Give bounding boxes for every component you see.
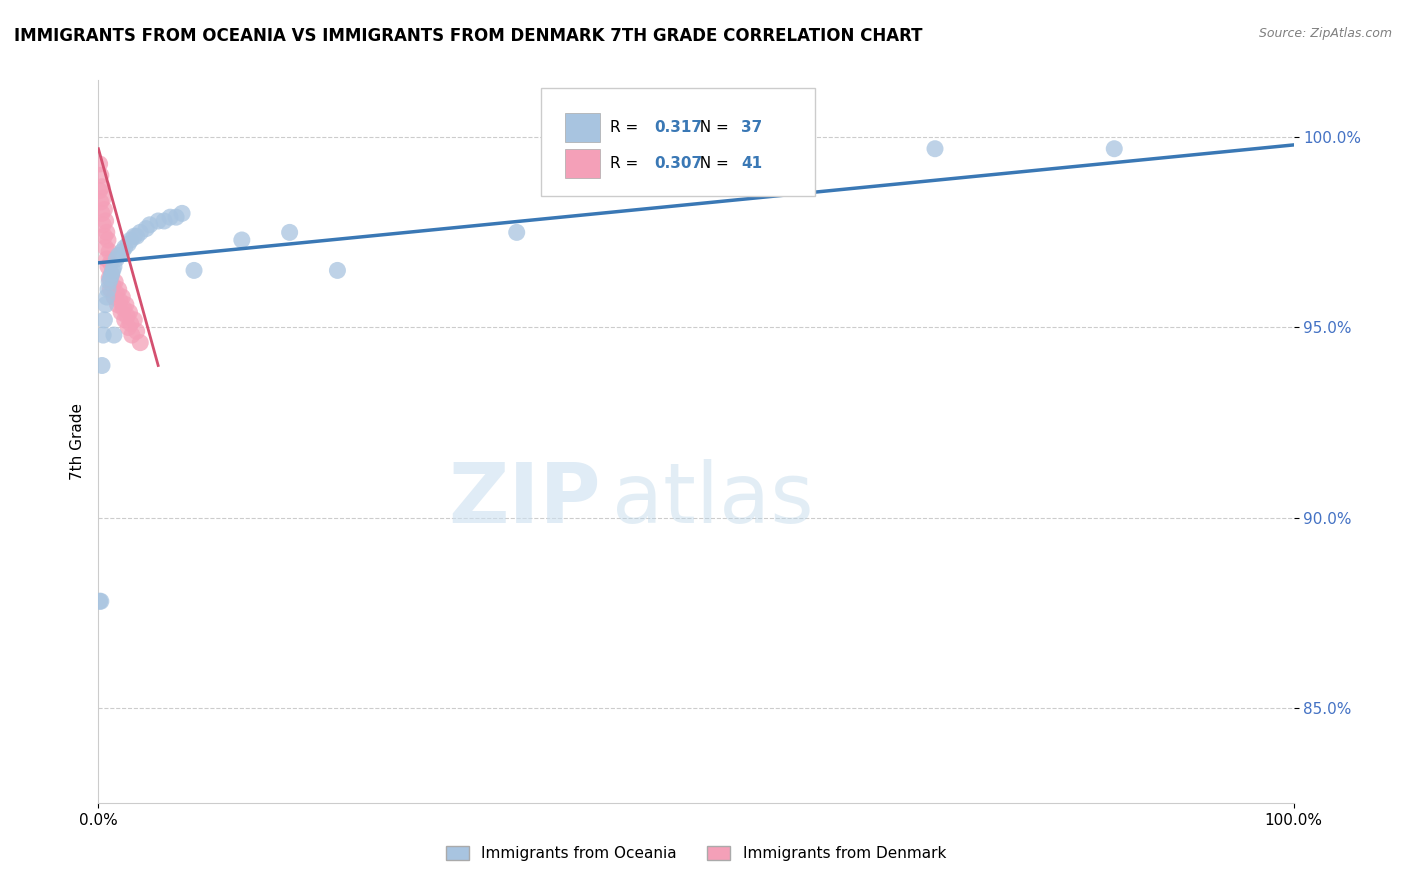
Point xyxy=(115,298,138,312)
Point xyxy=(153,214,176,228)
Point xyxy=(98,256,122,270)
Point xyxy=(148,214,170,228)
Text: ZIP: ZIP xyxy=(449,458,600,540)
Text: 37: 37 xyxy=(741,120,762,135)
Point xyxy=(103,328,125,343)
Point xyxy=(100,267,122,281)
Point xyxy=(135,221,157,235)
FancyBboxPatch shape xyxy=(565,112,600,142)
Point xyxy=(506,226,529,240)
Point xyxy=(129,335,152,350)
Point xyxy=(97,260,120,274)
Point xyxy=(96,226,118,240)
Point xyxy=(90,594,112,608)
Point xyxy=(98,282,122,296)
Point xyxy=(111,290,134,304)
Point xyxy=(107,248,129,262)
Point xyxy=(105,286,128,301)
Point xyxy=(326,263,349,277)
Point xyxy=(107,282,129,296)
Point xyxy=(90,194,112,209)
Text: 0.307: 0.307 xyxy=(654,156,702,171)
Point xyxy=(103,260,125,274)
Point xyxy=(98,271,122,285)
Point xyxy=(118,305,141,319)
Point xyxy=(105,252,128,266)
Point xyxy=(98,275,121,289)
Point xyxy=(93,313,115,327)
Point xyxy=(107,298,129,312)
Point xyxy=(112,301,135,316)
Point xyxy=(139,218,162,232)
Point xyxy=(98,271,121,285)
Point xyxy=(96,252,118,266)
Point xyxy=(165,210,187,224)
Point xyxy=(103,290,125,304)
Point xyxy=(110,305,132,319)
Text: 0.317: 0.317 xyxy=(654,120,702,135)
Point xyxy=(94,214,117,228)
Point xyxy=(94,298,117,312)
Point xyxy=(96,290,118,304)
Point xyxy=(278,226,301,240)
Text: N =: N = xyxy=(690,120,734,135)
Point xyxy=(91,218,114,232)
Point xyxy=(101,278,124,293)
FancyBboxPatch shape xyxy=(565,149,600,178)
Text: IMMIGRANTS FROM OCEANIA VS IMMIGRANTS FROM DENMARK 7TH GRADE CORRELATION CHART: IMMIGRANTS FROM OCEANIA VS IMMIGRANTS FR… xyxy=(14,27,922,45)
Point xyxy=(924,142,946,156)
Point xyxy=(89,157,111,171)
Point xyxy=(97,282,120,296)
Point xyxy=(120,233,142,247)
Point xyxy=(91,328,114,343)
Text: R =: R = xyxy=(610,120,643,135)
Point xyxy=(90,169,112,183)
Point xyxy=(129,226,152,240)
Point xyxy=(114,241,136,255)
Text: 41: 41 xyxy=(741,156,762,171)
Legend: Immigrants from Oceania, Immigrants from Denmark: Immigrants from Oceania, Immigrants from… xyxy=(440,840,952,867)
Point xyxy=(91,179,114,194)
Point xyxy=(120,317,142,331)
Point xyxy=(98,244,121,259)
Text: atlas: atlas xyxy=(613,458,814,540)
Point xyxy=(89,184,111,198)
Point xyxy=(94,241,117,255)
Point xyxy=(91,191,114,205)
Point xyxy=(1104,142,1126,156)
Point xyxy=(183,263,205,277)
Point xyxy=(117,236,139,251)
Point xyxy=(100,267,122,281)
Point xyxy=(172,206,194,220)
Point xyxy=(159,210,181,224)
Point xyxy=(89,594,111,608)
Text: Source: ZipAtlas.com: Source: ZipAtlas.com xyxy=(1258,27,1392,40)
Point xyxy=(115,309,138,323)
Point xyxy=(125,324,148,338)
Point xyxy=(114,313,136,327)
Y-axis label: 7th Grade: 7th Grade xyxy=(69,403,84,480)
Point xyxy=(111,244,134,259)
Point xyxy=(93,202,115,217)
Point xyxy=(91,359,114,373)
Point xyxy=(101,263,124,277)
Text: N =: N = xyxy=(690,156,734,171)
FancyBboxPatch shape xyxy=(541,87,815,196)
Point xyxy=(124,313,146,327)
Point xyxy=(121,328,143,343)
Point xyxy=(97,233,120,247)
Point xyxy=(125,229,148,244)
Point xyxy=(231,233,253,247)
Point xyxy=(91,206,114,220)
Point xyxy=(117,320,139,334)
Point xyxy=(124,229,146,244)
Point xyxy=(104,275,127,289)
Point xyxy=(108,293,131,308)
Point xyxy=(93,229,115,244)
Text: R =: R = xyxy=(610,156,643,171)
